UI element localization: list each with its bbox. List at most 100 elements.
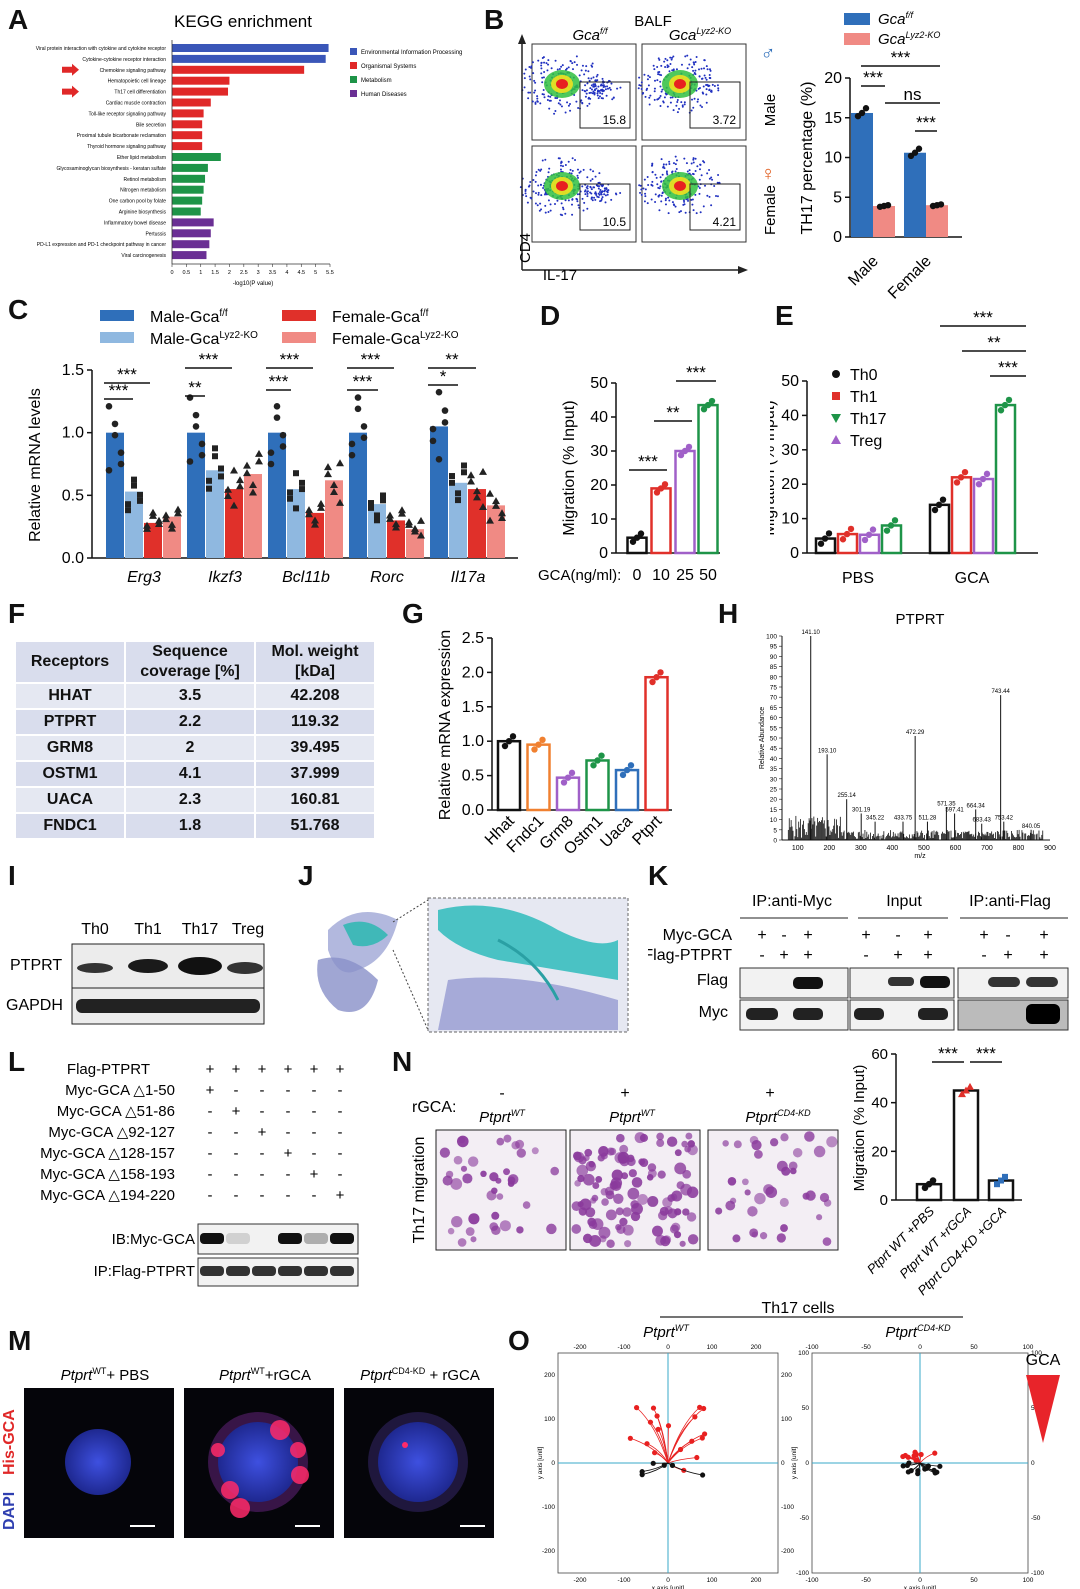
- y-tick-label: 15: [770, 807, 778, 814]
- flow-dot: [559, 103, 562, 106]
- flow-dot: [666, 64, 669, 67]
- flow-dot: [666, 173, 669, 176]
- y-tick-label: 0: [1031, 1460, 1035, 1467]
- flow-dot: [581, 101, 584, 104]
- cell: [595, 1175, 603, 1183]
- flow-dot: [647, 74, 650, 77]
- flow-gate: [579, 183, 631, 231]
- y-tick-label: 0.0: [62, 550, 84, 567]
- data-point: [224, 485, 232, 493]
- data-point: [653, 674, 660, 681]
- data-point: [374, 517, 380, 524]
- flow-dot: [595, 87, 598, 90]
- track-endpoint: [689, 1438, 695, 1444]
- panel-letter-a: A: [8, 4, 29, 35]
- flow-dot: [658, 71, 661, 74]
- data-point: [236, 482, 244, 490]
- o-title: Th17 cells: [762, 1300, 835, 1317]
- cell: [759, 1232, 768, 1240]
- sign: -: [338, 1145, 343, 1162]
- flow-dot: [710, 204, 713, 207]
- flow-dot: [699, 211, 702, 214]
- flow-dot: [644, 188, 647, 191]
- flow-dot: [606, 191, 609, 194]
- flow-dot: [694, 193, 697, 196]
- cell: [753, 1149, 763, 1159]
- legend-swatch: [100, 332, 134, 343]
- track-endpoint: [639, 1469, 645, 1475]
- flow-dot: [544, 158, 547, 161]
- flow-dot: [524, 192, 527, 195]
- data-point: [255, 457, 263, 465]
- y-tick-label: 5: [773, 827, 777, 834]
- data-point: [368, 500, 374, 507]
- sign: -: [1005, 927, 1010, 944]
- x-tick-label: 4.5: [297, 270, 305, 276]
- flow-dot: [692, 106, 695, 109]
- cell: 1.8: [124, 812, 256, 840]
- cell: [499, 1220, 511, 1232]
- kegg-term-label: Nitrogen metabolism: [120, 188, 166, 194]
- x-tick-label: 100: [707, 1344, 718, 1351]
- flow-dot: [560, 202, 563, 205]
- sign: -: [208, 1103, 213, 1120]
- flow-dot: [700, 105, 703, 108]
- cell-track: [667, 1457, 697, 1464]
- cell: [605, 1209, 617, 1221]
- cell: [747, 1206, 758, 1217]
- data-point: [498, 513, 506, 521]
- band: [278, 1266, 302, 1276]
- flow-dot: [586, 176, 589, 179]
- flow-dot: [539, 183, 542, 186]
- flow-dot: [661, 88, 664, 91]
- row-label: Myc-GCA: [663, 927, 733, 944]
- y-tick-label: 10: [781, 511, 799, 528]
- flow-dot: [556, 199, 559, 202]
- flow-dot: [659, 85, 662, 88]
- cell: [638, 1158, 646, 1166]
- y-tick-label: -100: [796, 1570, 809, 1577]
- band: [76, 999, 260, 1013]
- flow-dot: [564, 163, 567, 166]
- data-point: [633, 534, 641, 541]
- band: [793, 1008, 823, 1020]
- kegg-bar: [172, 142, 203, 151]
- bar: [325, 480, 343, 558]
- significance-label: ***: [976, 1044, 996, 1063]
- flow-dot: [611, 98, 614, 101]
- flow-dot: [660, 194, 663, 197]
- ip-header: IP:anti-Myc: [752, 893, 832, 910]
- track-endpoint: [937, 1463, 943, 1469]
- flow-dot: [547, 95, 550, 98]
- sign: -: [234, 1145, 239, 1162]
- data-point: [685, 443, 693, 451]
- data-point: [360, 423, 368, 430]
- flow-dot: [598, 190, 601, 193]
- flow-dot: [546, 98, 549, 101]
- panel-a-xlabel: -log10(P value): [233, 281, 274, 287]
- kegg-term-label: Viral protein interaction with cytokine …: [36, 46, 167, 52]
- flow-dot: [536, 100, 539, 103]
- flow-dot: [691, 98, 694, 101]
- cell: [613, 1193, 624, 1204]
- flow-dot: [530, 66, 533, 69]
- flow-dot: [692, 69, 695, 72]
- flow-dot: [702, 160, 705, 163]
- flow-dot: [688, 169, 691, 172]
- data-point: [273, 414, 281, 421]
- data-point: [143, 524, 151, 532]
- data-point: [230, 501, 238, 509]
- rgca-label: rGCA:: [412, 1099, 456, 1116]
- legend-sup: Lyz2-KO: [906, 30, 941, 40]
- cell: [715, 1207, 723, 1215]
- data-point: [168, 524, 176, 532]
- flow-dot: [684, 55, 687, 58]
- y-tick-label: 200: [544, 1372, 555, 1379]
- flow-dot: [653, 90, 656, 93]
- flow-dot: [643, 178, 646, 181]
- flow-dot: [523, 86, 526, 89]
- cell: [805, 1190, 816, 1201]
- data-point: [162, 511, 170, 519]
- flow-dot: [698, 75, 701, 78]
- data-point: [473, 487, 481, 495]
